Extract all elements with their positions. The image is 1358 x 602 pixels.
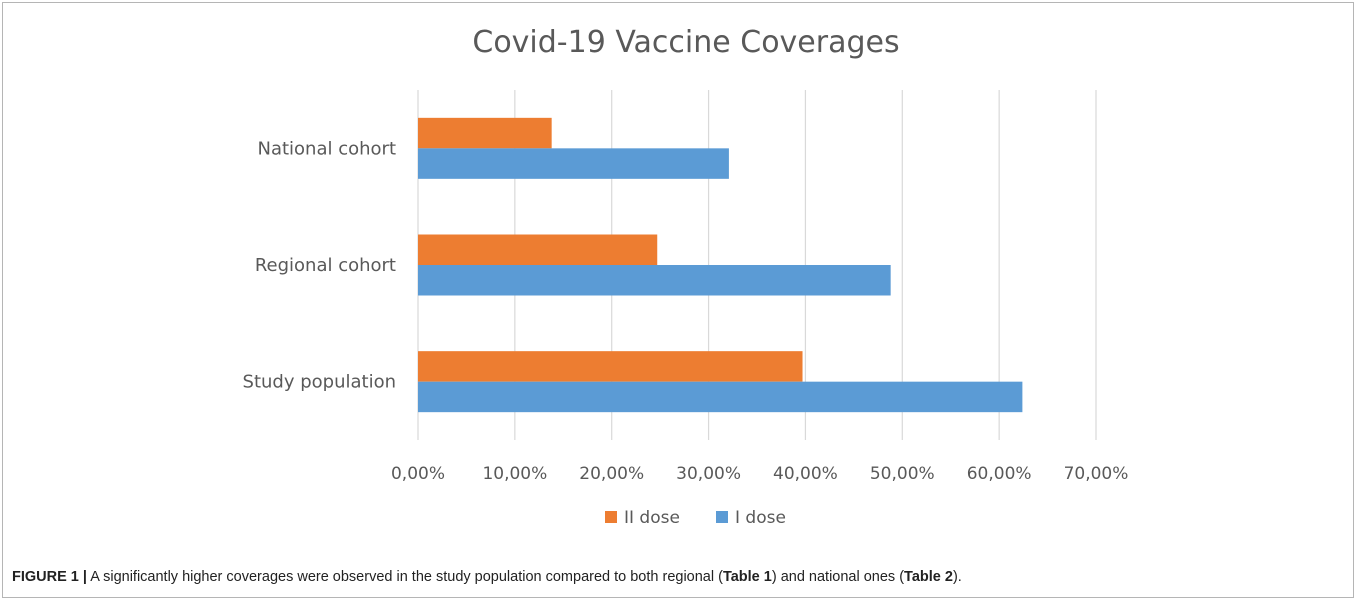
bar (418, 148, 729, 179)
caption-text-3: ). (952, 569, 962, 585)
x-tick-label: 40,00% (773, 464, 838, 484)
x-tick-label: 70,00% (1064, 464, 1129, 484)
legend-label: II dose (624, 508, 680, 528)
bar-chart: Covid-19 Vaccine Coverages National coho… (243, 25, 1129, 528)
bar (418, 381, 1023, 413)
bar (418, 117, 552, 149)
legend: II dose I dose (605, 508, 786, 528)
legend-swatch (605, 511, 617, 523)
caption-label: FIGURE 1 | (12, 569, 87, 585)
legend-swatch (716, 511, 728, 523)
caption-ref-table-2: Table 2 (904, 569, 953, 585)
x-tick-label: 0,00% (391, 464, 445, 484)
category-label: Regional cohort (255, 255, 396, 276)
chart-title: Covid-19 Vaccine Coverages (472, 25, 899, 60)
caption-text-1: A significantly higher coverages were ob… (90, 569, 723, 585)
bar (418, 234, 658, 265)
caption-text-2: ) and national ones ( (771, 569, 905, 585)
category-label: National cohort (257, 138, 396, 159)
bar (418, 265, 891, 296)
x-tick-label: 20,00% (579, 464, 644, 484)
bars (418, 117, 1023, 413)
x-tick-label: 10,00% (482, 464, 547, 484)
x-tick-label: 60,00% (967, 464, 1032, 484)
category-label: Study population (243, 372, 396, 393)
x-tick-labels: 0,00% 10,00% 20,00% 30,00% 40,00% 50,00% 60,00… (391, 464, 1128, 484)
bar (418, 351, 803, 382)
legend-label: I dose (735, 508, 786, 528)
x-tick-label: 30,00% (676, 464, 741, 484)
category-labels: National cohort Regional cohort Study popu… (243, 138, 396, 392)
x-tick-label: 50,00% (870, 464, 935, 484)
caption-ref-table-1: Table 1 (722, 569, 772, 585)
figure-caption: FIGURE 1 | A significantly higher covera… (12, 567, 1342, 587)
